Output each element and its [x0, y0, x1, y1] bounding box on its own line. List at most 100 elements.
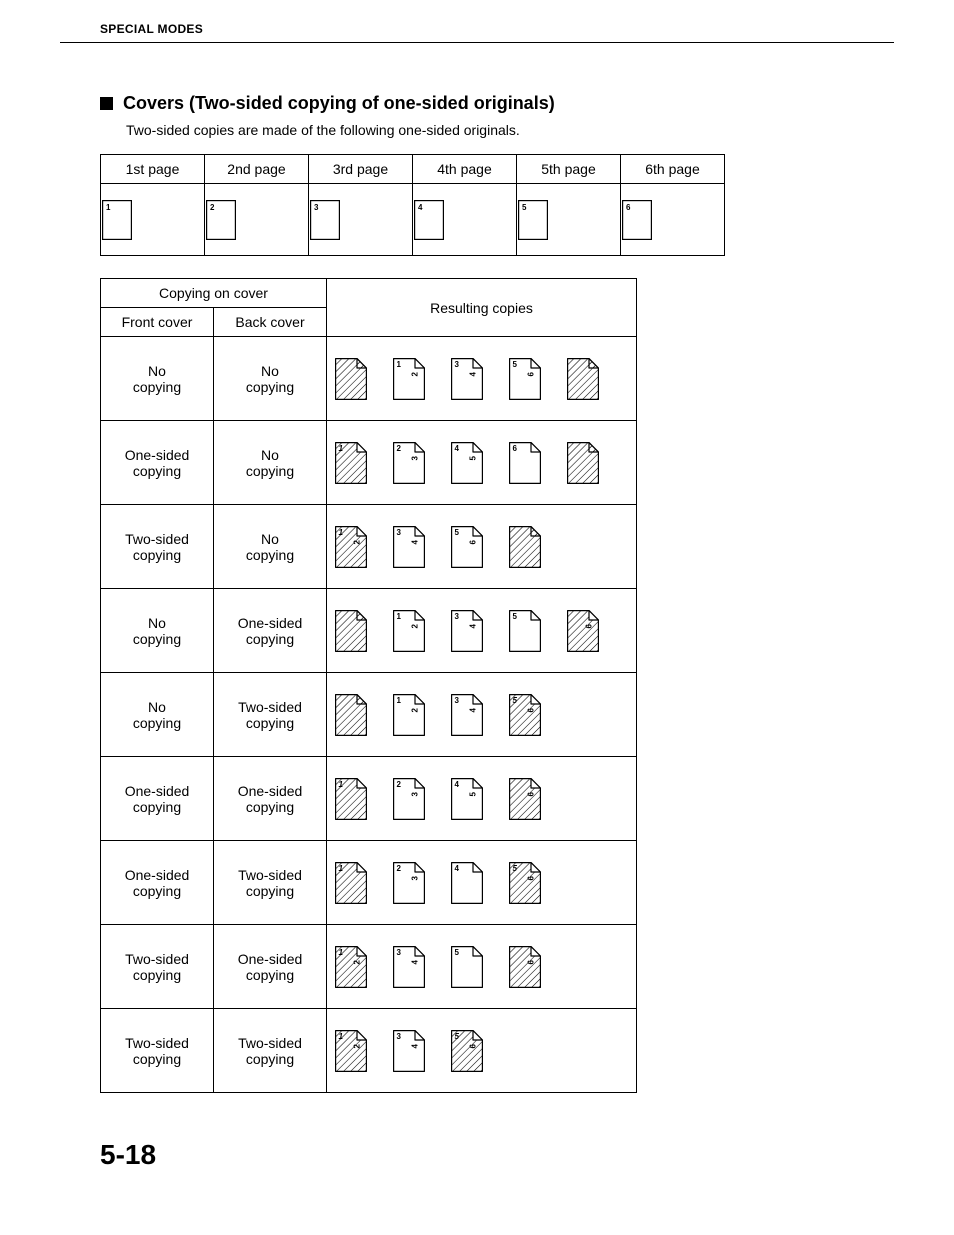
result-page-icon: 5 [509, 610, 541, 652]
copies-header-group: Copying on cover [101, 279, 327, 308]
svg-text:2: 2 [353, 959, 362, 964]
originals-cell: 2 [205, 184, 309, 256]
cover-page-icon [567, 442, 599, 484]
svg-text:4: 4 [418, 203, 423, 212]
original-page-icon: 3 [310, 200, 340, 240]
originals-col-header: 2nd page [205, 155, 309, 184]
originals-cell: 1 [101, 184, 205, 256]
svg-text:2: 2 [411, 623, 420, 628]
cover-page-icon [335, 358, 367, 400]
table-row: One-sidedcopyingOne-sidedcopying123456 [101, 757, 637, 841]
resulting-copies-cell: 123456 [327, 757, 637, 841]
originals-col-header: 5th page [517, 155, 621, 184]
svg-text:4: 4 [469, 707, 478, 712]
copies-table: Copying on cover Resulting copies Front … [100, 278, 637, 1093]
originals-col-header: 1st page [101, 155, 205, 184]
cover-page-icon: 1 [335, 862, 367, 904]
svg-text:6: 6 [513, 444, 518, 453]
svg-text:2: 2 [353, 539, 362, 544]
cover-page-icon: 12 [335, 946, 367, 988]
table-row: Two-sidedcopyingTwo-sidedcopying123456 [101, 1009, 637, 1093]
cover-page-icon [335, 610, 367, 652]
result-page-icon: 45 [451, 778, 483, 820]
svg-text:1: 1 [339, 444, 344, 453]
section-title: Covers (Two-sided copying of one-sided o… [123, 93, 555, 114]
front-cover-mode: Two-sidedcopying [101, 925, 214, 1009]
svg-text:5: 5 [455, 948, 460, 957]
originals-col-header: 6th page [621, 155, 725, 184]
svg-text:4: 4 [455, 444, 460, 453]
svg-text:1: 1 [339, 864, 344, 873]
svg-text:6: 6 [469, 539, 478, 544]
back-cover-mode: One-sidedcopying [214, 589, 327, 673]
cover-page-icon [567, 358, 599, 400]
table-row: NocopyingOne-sidedcopying123456 [101, 589, 637, 673]
resulting-copies-cell: 123456 [327, 925, 637, 1009]
svg-text:2: 2 [210, 203, 215, 212]
original-page-icon: 4 [414, 200, 444, 240]
svg-text:2: 2 [397, 444, 402, 453]
cover-page-icon [509, 526, 541, 568]
back-cover-mode: Two-sidedcopying [214, 673, 327, 757]
svg-text:1: 1 [397, 612, 402, 621]
cover-page-icon: 1 [335, 778, 367, 820]
svg-text:6: 6 [527, 959, 536, 964]
section-subtitle: Two-sided copies are made of the followi… [60, 122, 894, 138]
svg-text:4: 4 [469, 371, 478, 376]
svg-text:1: 1 [339, 948, 344, 957]
svg-text:2: 2 [397, 864, 402, 873]
result-page-icon: 45 [451, 442, 483, 484]
front-cover-mode: One-sidedcopying [101, 421, 214, 505]
cover-page-icon: 6 [567, 610, 599, 652]
copies-header-front: Front cover [101, 308, 214, 337]
copies-header-result: Resulting copies [327, 279, 637, 337]
front-cover-mode: One-sidedcopying [101, 841, 214, 925]
resulting-copies-cell: 123456 [327, 505, 637, 589]
result-page-icon: 12 [393, 610, 425, 652]
svg-text:3: 3 [314, 203, 319, 212]
svg-text:6: 6 [527, 707, 536, 712]
front-cover-mode: Two-sidedcopying [101, 505, 214, 589]
svg-text:5: 5 [513, 696, 518, 705]
result-page-icon: 6 [509, 442, 541, 484]
result-page-icon: 4 [451, 862, 483, 904]
resulting-copies-cell: 123456 [327, 337, 637, 421]
svg-text:4: 4 [411, 539, 420, 544]
cover-page-icon: 56 [451, 1030, 483, 1072]
svg-text:3: 3 [397, 528, 402, 537]
original-page-icon: 2 [206, 200, 236, 240]
svg-text:3: 3 [455, 360, 460, 369]
svg-text:3: 3 [455, 696, 460, 705]
originals-col-header: 4th page [413, 155, 517, 184]
original-page-icon: 5 [518, 200, 548, 240]
svg-text:6: 6 [585, 623, 594, 628]
svg-text:2: 2 [397, 780, 402, 789]
front-cover-mode: One-sidedcopying [101, 757, 214, 841]
result-page-icon: 23 [393, 778, 425, 820]
cover-page-icon: 56 [509, 862, 541, 904]
svg-text:2: 2 [411, 371, 420, 376]
original-page-icon: 6 [622, 200, 652, 240]
resulting-copies-cell: 123456 [327, 589, 637, 673]
svg-text:4: 4 [469, 623, 478, 628]
result-page-icon: 56 [451, 526, 483, 568]
back-cover-mode: One-sidedcopying [214, 925, 327, 1009]
cover-page-icon: 12 [335, 1030, 367, 1072]
svg-text:6: 6 [527, 875, 536, 880]
resulting-copies-cell: 12 3 4 5 6 [327, 673, 637, 757]
back-cover-mode: Nocopying [214, 421, 327, 505]
back-cover-mode: Two-sidedcopying [214, 841, 327, 925]
table-row: One-sidedcopyingNocopying123456 [101, 421, 637, 505]
svg-text:4: 4 [455, 780, 460, 789]
copies-header-back: Back cover [214, 308, 327, 337]
svg-text:5: 5 [469, 455, 478, 460]
svg-text:3: 3 [411, 455, 420, 460]
originals-cell: 6 [621, 184, 725, 256]
resulting-copies-cell: 123456 [327, 841, 637, 925]
front-cover-mode: Nocopying [101, 337, 214, 421]
back-cover-mode: Two-sidedcopying [214, 1009, 327, 1093]
svg-text:3: 3 [411, 791, 420, 796]
svg-text:6: 6 [626, 203, 631, 212]
svg-text:2: 2 [353, 1043, 362, 1048]
result-page-icon: 12 [393, 694, 425, 736]
